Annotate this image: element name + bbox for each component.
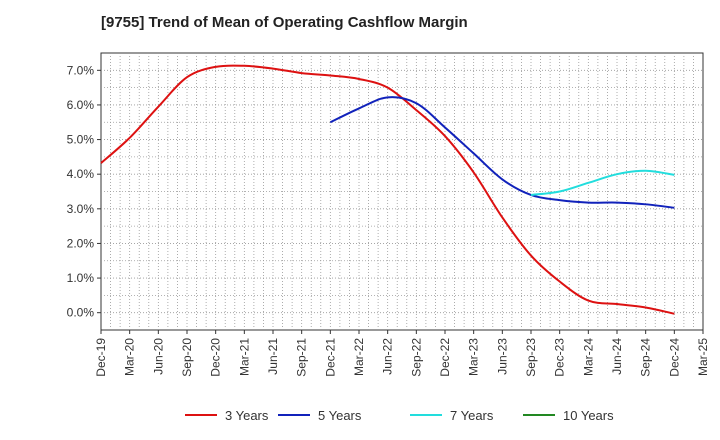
legend-label-7-years: 7 Years: [450, 408, 494, 423]
x-tick-label: Dec-19: [94, 338, 108, 377]
x-tick-label: Sep-21: [295, 338, 309, 377]
x-tick-label: Mar-25: [696, 338, 710, 376]
series-lines: [100, 64, 675, 315]
x-tick-label: Mar-21: [237, 338, 251, 376]
series-line-5-years: [329, 96, 675, 209]
x-tick-label: Dec-21: [323, 338, 337, 377]
y-tick-label: 5.0%: [67, 133, 95, 147]
x-tick-label: Jun-22: [381, 338, 395, 375]
chart-title: [9755] Trend of Mean of Operating Cashfl…: [101, 14, 468, 31]
x-tick-label: Sep-24: [639, 338, 653, 377]
x-tick-label: Sep-23: [524, 338, 538, 377]
y-tick-label: 2.0%: [67, 236, 95, 250]
x-tick-label: Mar-22: [352, 338, 366, 376]
x-tick-label: Dec-22: [438, 338, 452, 377]
y-tick-label: 4.0%: [67, 167, 95, 181]
legend-label-10-years: 10 Years: [563, 408, 614, 423]
x-tick-label: Dec-24: [667, 338, 681, 377]
x-tick-label: Mar-20: [123, 338, 137, 376]
y-axis-ticks: 0.0% 1.0% 2.0% 3.0% 4.0% 5.0% 6.0% 7.0%: [67, 63, 101, 320]
x-tick-label: Mar-24: [581, 338, 595, 376]
y-tick-label: 7.0%: [67, 63, 95, 77]
legend-label-3-years: 3 Years: [225, 408, 269, 423]
x-tick-label: Dec-23: [553, 338, 567, 377]
x-axis-ticks: Dec-19 Mar-20 Jun-20 Sep-20 Dec-20 Mar-21 Jun-…: [94, 330, 710, 377]
y-tick-label: 6.0%: [67, 98, 95, 112]
x-tick-label: Mar-23: [467, 338, 481, 376]
x-tick-label: Jun-23: [495, 338, 509, 375]
series-line-7-years: [530, 169, 675, 196]
x-tick-label: Jun-21: [266, 338, 280, 375]
x-tick-label: Sep-22: [409, 338, 423, 377]
x-tick-label: Jun-20: [151, 338, 165, 375]
x-tick-label: Dec-20: [209, 338, 223, 377]
legend: 3 Years 5 Years 7 Years 10 Years: [185, 408, 614, 423]
y-tick-label: 1.0%: [67, 271, 95, 285]
x-tick-label: Sep-20: [180, 338, 194, 377]
y-tick-label: 0.0%: [67, 306, 95, 320]
y-tick-label: 3.0%: [67, 202, 95, 216]
legend-label-5-years: 5 Years: [318, 408, 362, 423]
x-tick-label: Jun-24: [610, 338, 624, 375]
series-line-3-years: [100, 64, 675, 315]
